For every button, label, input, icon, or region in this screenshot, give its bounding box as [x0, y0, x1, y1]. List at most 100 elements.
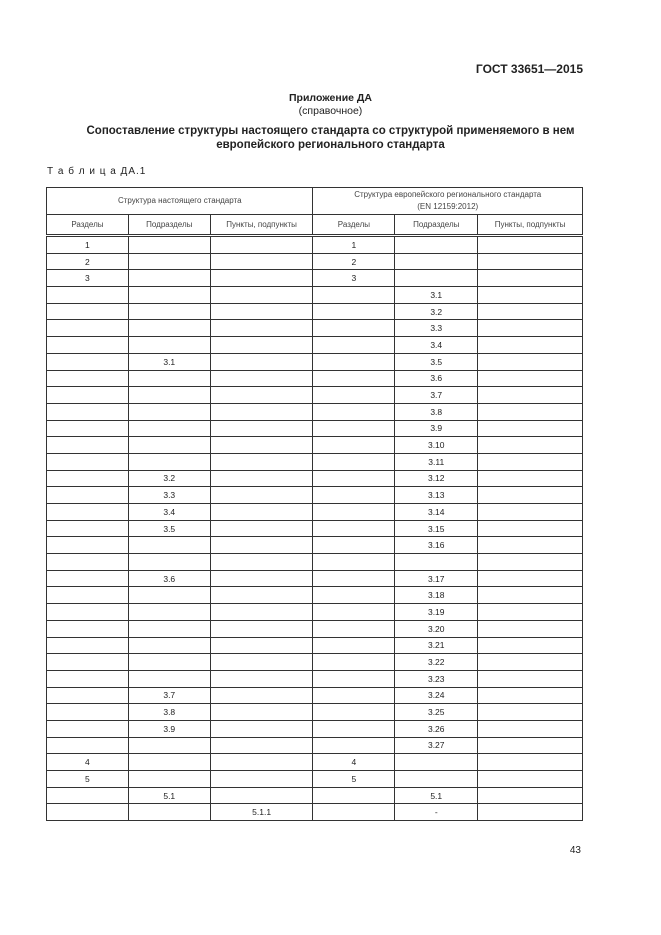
table-cell — [312, 386, 396, 404]
table-cell — [127, 619, 211, 638]
table-cell — [312, 352, 396, 371]
table-cell: 3.5 — [394, 352, 479, 371]
table-cell — [312, 653, 396, 671]
table-cell: 3.16 — [394, 536, 479, 555]
table-cell: 5.1 — [127, 786, 211, 805]
table-row: 3.4 — [46, 336, 583, 354]
table-cell — [127, 736, 211, 755]
table-cell — [394, 235, 479, 254]
table-cell — [312, 469, 396, 488]
table-cell — [209, 402, 314, 421]
table-cell: 3.11 — [394, 452, 479, 471]
table-cell: 3.5 — [127, 519, 211, 538]
table-cell — [394, 753, 479, 771]
table-cell — [127, 536, 211, 555]
table-cell — [46, 736, 129, 755]
table-cell — [477, 770, 583, 788]
table-cell — [127, 286, 211, 304]
column-header: Подразделы — [394, 214, 479, 237]
table-cell — [312, 603, 396, 621]
table-row: 3.19 — [46, 603, 583, 621]
table-cell — [312, 302, 396, 321]
column-header: Пункты, подпункты — [209, 214, 314, 237]
table-cell: 5.1 — [394, 786, 479, 805]
column-header: Разделы — [312, 214, 396, 237]
table-cell — [127, 753, 211, 771]
table-cell: 5 — [46, 770, 129, 788]
table-cell — [127, 653, 211, 671]
table-cell — [46, 786, 129, 805]
table-cell — [209, 719, 314, 738]
table-cell — [477, 753, 583, 771]
table-row — [46, 553, 583, 571]
table-cell: 3.27 — [394, 736, 479, 755]
table-cell — [46, 619, 129, 638]
table-row: 3.2 — [46, 302, 583, 321]
table-cell — [477, 736, 583, 755]
table-cell — [209, 669, 314, 688]
table-cell — [477, 519, 583, 538]
table-cell — [312, 436, 396, 454]
table-cell: 3.23 — [394, 669, 479, 688]
table-cell: 3.10 — [394, 436, 479, 454]
table-cell — [477, 419, 583, 438]
table-row: 3.3 3.13 — [46, 486, 583, 504]
table-cell — [394, 269, 479, 288]
table-cell — [46, 302, 129, 321]
table-cell: 3.18 — [394, 586, 479, 605]
table-cell — [127, 553, 211, 571]
table-cell — [127, 603, 211, 621]
table-cell — [209, 336, 314, 354]
table-row: 3.2 3.12 — [46, 469, 583, 488]
table-cell — [127, 402, 211, 421]
table-cell — [477, 619, 583, 638]
table-cell — [394, 770, 479, 788]
table-cell: 3.8 — [394, 402, 479, 421]
table-cell — [477, 703, 583, 721]
table-cell — [209, 319, 314, 338]
document-title: Сопоставление структуры настоящего станд… — [86, 125, 575, 151]
table-cell — [312, 519, 396, 538]
table-cell — [209, 753, 314, 771]
table-cell — [477, 235, 583, 254]
table-cell — [477, 569, 583, 588]
table-cell — [209, 770, 314, 788]
table-cell — [127, 235, 211, 254]
table-cell — [209, 636, 314, 655]
table-cell — [209, 286, 314, 304]
table-cell — [312, 686, 396, 705]
table-cell — [477, 536, 583, 555]
table-row: 3.21 — [46, 636, 583, 655]
table-row: 3.1 — [46, 286, 583, 304]
table-cell — [477, 402, 583, 421]
standard-number: ГОСТ 33651—2015 — [475, 62, 583, 76]
table-cell — [477, 486, 583, 504]
table-cell — [127, 803, 211, 822]
table-cell — [209, 586, 314, 605]
table-cell — [46, 719, 129, 738]
table-cell: 3.7 — [127, 686, 211, 705]
table-cell — [127, 636, 211, 655]
table-cell — [312, 719, 396, 738]
column-header: Подразделы — [127, 214, 211, 237]
table-cell — [477, 636, 583, 655]
annex-type: (справочное) — [298, 105, 363, 117]
table-row: 3.3 — [46, 319, 583, 338]
table-cell — [477, 669, 583, 688]
table-cell: 3.1 — [394, 286, 479, 304]
table-cell — [477, 686, 583, 705]
table-cell — [209, 619, 314, 638]
table-cell — [127, 336, 211, 354]
table-cell — [209, 419, 314, 438]
table-cell — [46, 586, 129, 605]
group-header-european-line2: (EN 12159:2012) — [417, 202, 479, 211]
table-cell: 3 — [46, 269, 129, 288]
table-cell — [477, 386, 583, 404]
table-cell: 3 — [312, 269, 396, 288]
table-cell — [312, 536, 396, 555]
table-cell — [46, 286, 129, 304]
group-header-european-line1: Структура европейского регионального ста… — [354, 190, 542, 199]
table-cell — [46, 352, 129, 371]
